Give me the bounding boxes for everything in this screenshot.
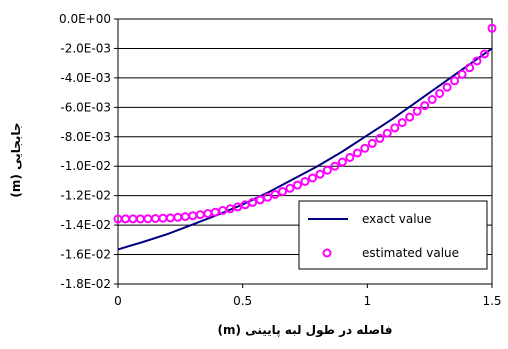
y-tick-label: -1.6E-02: [60, 248, 111, 262]
legend: exact value estimated value: [298, 200, 488, 270]
data-point-estimated-value: [188, 211, 198, 221]
y-tick-label: -1.2E-02: [60, 189, 111, 203]
data-point-estimated-value: [128, 214, 138, 224]
y-axis-title: جابجایی (m): [9, 122, 23, 197]
data-point-estimated-value: [135, 214, 145, 224]
data-point-estimated-value: [248, 197, 258, 207]
series-line-exact-value: [117, 47, 493, 251]
data-point-estimated-value: [203, 209, 213, 218]
data-point-estimated-value: [337, 157, 347, 167]
data-point-estimated-value: [382, 128, 392, 138]
series-layer: [113, 23, 497, 251]
data-point-estimated-value: [457, 69, 467, 79]
x-tick-label: 0.5: [233, 294, 252, 308]
data-point-estimated-value: [367, 138, 377, 148]
legend-label: estimated value: [362, 246, 459, 260]
y-tick-label: -6.0E-03: [60, 100, 111, 114]
data-point-estimated-value: [300, 177, 310, 186]
x-axis: 0 0.5 1 1.5: [114, 284, 502, 308]
data-point-estimated-value: [210, 207, 220, 217]
legend-box: [298, 200, 488, 270]
x-tick-label: 0: [114, 294, 122, 308]
data-point-estimated-value: [121, 214, 130, 224]
data-point-estimated-value: [308, 173, 317, 183]
data-point-estimated-value: [233, 202, 243, 212]
data-point-estimated-value: [480, 49, 489, 59]
x-axis-title: فاصله در طول لبه پایینی (m): [218, 323, 393, 338]
data-point-estimated-value: [345, 153, 355, 162]
data-point-estimated-value: [472, 56, 482, 66]
data-point-estimated-value: [173, 212, 183, 222]
data-point-estimated-value: [270, 190, 280, 199]
data-point-estimated-value: [412, 106, 422, 116]
data-point-estimated-value: [143, 214, 153, 224]
data-point-estimated-value: [360, 143, 370, 153]
data-point-estimated-value: [352, 148, 362, 158]
y-tick-label: -1.4E-02: [60, 218, 111, 232]
y-tick-label: -2.0E-03: [60, 41, 111, 55]
data-point-estimated-value: [255, 195, 265, 205]
data-point-estimated-value: [397, 118, 407, 128]
data-point-estimated-value: [180, 212, 190, 222]
data-point-estimated-value: [322, 165, 332, 175]
data-point-estimated-value: [465, 63, 475, 73]
data-point-estimated-value: [330, 161, 340, 171]
data-point-estimated-value: [285, 183, 295, 193]
data-point-estimated-value: [315, 169, 325, 179]
x-tick-label: 1.5: [482, 294, 501, 308]
data-point-estimated-value: [240, 200, 250, 210]
data-point-estimated-value: [390, 123, 400, 133]
y-tick-label: -1.8E-02: [60, 277, 111, 291]
data-point-estimated-value: [150, 214, 160, 223]
data-point-estimated-value: [435, 89, 445, 98]
y-axis: 0.0E+00 -2.0E-03 -4.0E-03 -6.0E-03 -8.0E-03 -…: [59, 12, 118, 291]
data-point-estimated-value: [450, 76, 460, 86]
y-tick-label: -1.0E-02: [60, 159, 111, 173]
x-tick-label: 1: [364, 294, 372, 308]
data-point-estimated-value: [293, 180, 302, 190]
data-point-estimated-value: [278, 187, 288, 196]
data-point-estimated-value: [158, 213, 168, 223]
y-tick-label: -4.0E-03: [60, 71, 111, 85]
data-point-estimated-value: [263, 192, 273, 202]
y-tick-label: -8.0E-03: [60, 130, 111, 144]
plot-frame: [117, 18, 493, 285]
data-point-estimated-value: [195, 210, 205, 220]
data-point-estimated-value: [442, 82, 452, 92]
data-point-estimated-value: [487, 23, 497, 33]
legend-swatch-marker: [322, 248, 332, 258]
data-point-estimated-value: [420, 101, 430, 111]
data-point-estimated-value: [427, 95, 437, 104]
data-point-estimated-value: [165, 213, 175, 223]
y-tick-label: 0.0E+00: [59, 12, 111, 26]
data-point-estimated-value: [405, 112, 415, 122]
legend-label: exact value: [362, 212, 432, 226]
data-point-estimated-value: [375, 133, 385, 143]
